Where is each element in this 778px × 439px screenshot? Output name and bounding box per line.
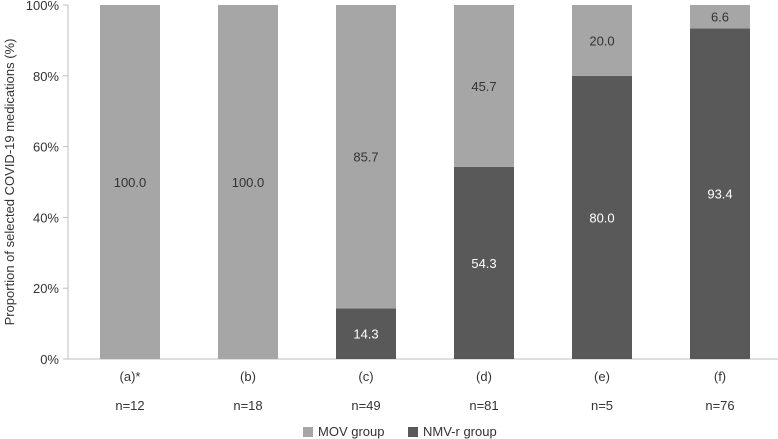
sample-size-label: n=81 xyxy=(469,398,498,413)
bar-data-label: 20.0 xyxy=(589,33,614,48)
bar-segment-nmv-r xyxy=(690,28,750,359)
sample-size-label: n=49 xyxy=(351,398,380,413)
x-category-label: (a)* xyxy=(120,369,141,384)
bar-segment-mov xyxy=(218,5,278,359)
y-axis-label: Proportion of selected COVID-19 medicati… xyxy=(2,39,17,326)
bar-data-label: 14.3 xyxy=(353,327,378,342)
x-category-label: (d) xyxy=(476,369,492,384)
y-axis-ticks: 0% 20% 40% 60% 80% 100% xyxy=(26,0,68,367)
sample-size-label: n=18 xyxy=(233,398,262,413)
x-category-label: (f) xyxy=(714,369,726,384)
bar-segment-mov xyxy=(690,5,750,29)
bar-data-label: 100.0 xyxy=(114,175,147,190)
sample-size-label: n=76 xyxy=(705,398,734,413)
y-tick-label: 60% xyxy=(33,140,59,155)
bar-data-label: 54.3 xyxy=(471,256,496,271)
bar-data-label: 85.7 xyxy=(353,150,378,165)
x-category-label: (e) xyxy=(594,369,610,384)
x-category-label: (b) xyxy=(240,369,256,384)
bar-segment-nmv-r xyxy=(454,166,514,359)
bar-data-label: 45.7 xyxy=(471,79,496,94)
legend-swatch-nmv-r xyxy=(408,427,418,437)
legend: MOV group NMV-r group xyxy=(303,424,497,439)
y-tick-label: 40% xyxy=(33,210,59,225)
bars xyxy=(100,5,750,360)
legend-label-nmv-r: NMV-r group xyxy=(423,424,497,439)
y-axis-label-group: Proportion of selected COVID-19 medicati… xyxy=(2,39,17,326)
legend-label-mov: MOV group xyxy=(318,424,384,439)
x-category-label: (c) xyxy=(358,369,373,384)
bar-segment-mov xyxy=(100,5,160,359)
y-tick-label: 20% xyxy=(33,281,59,296)
x-axis-ticks: (a)* (b) (c) (d) (e) (f) xyxy=(120,369,727,384)
sample-size-labels: n=12 n=18 n=49 n=81 n=5 n=76 xyxy=(115,398,734,413)
bar-data-label: 80.0 xyxy=(589,210,614,225)
sample-size-label: n=5 xyxy=(591,398,613,413)
sample-size-label: n=12 xyxy=(115,398,144,413)
bar-segment-mov xyxy=(454,5,514,167)
bar-data-labels: 100.0 100.0 14.3 85.7 54.3 45.7 80.0 20.0 93.4 6.… xyxy=(114,10,733,342)
y-tick-label: 80% xyxy=(33,69,59,84)
y-tick-label: 100% xyxy=(26,0,60,13)
axis-lines xyxy=(67,5,778,360)
bar-data-label: 6.6 xyxy=(711,10,729,25)
bar-data-label: 93.4 xyxy=(707,187,732,202)
legend-swatch-mov xyxy=(303,427,313,437)
bar-segment-mov xyxy=(572,5,632,76)
bar-segment-mov xyxy=(336,5,396,309)
bar-data-label: 100.0 xyxy=(232,175,265,190)
bar-segment-nmv-r xyxy=(572,75,632,360)
bar-segment-nmv-r xyxy=(336,308,396,359)
y-tick-label: 0% xyxy=(40,352,59,367)
